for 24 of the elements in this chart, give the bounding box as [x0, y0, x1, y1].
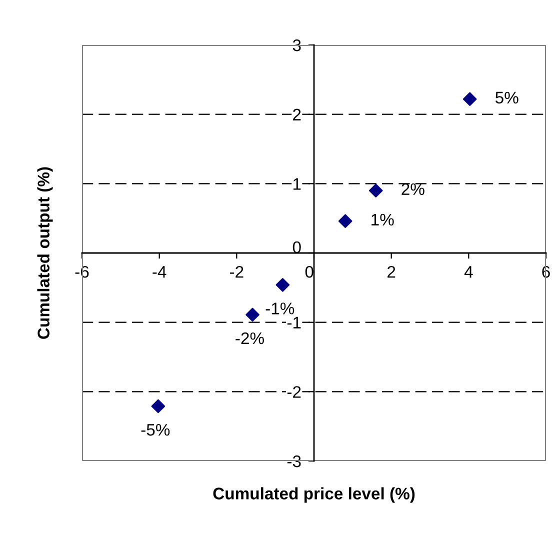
point: [462, 92, 477, 106]
x-tick-label: -2: [230, 266, 244, 278]
point: [246, 308, 260, 322]
annotation: 5%: [495, 92, 518, 104]
point: [151, 399, 166, 414]
x-tick-label: 2: [388, 266, 396, 278]
point: [338, 214, 352, 228]
y-tick-label: 1: [294, 178, 301, 190]
point: [276, 278, 290, 292]
x-tick-label: 0: [305, 266, 314, 278]
annotation: 1%: [372, 214, 394, 226]
annotation: -1%: [266, 302, 294, 314]
annotation: 2%: [402, 183, 424, 196]
y-tick-label: 2: [293, 108, 301, 120]
y-tick-label: -2: [287, 386, 301, 398]
annotation: -5%: [141, 424, 170, 436]
x-axis-title: Cumulated price level (%): [213, 487, 415, 503]
y-axis-title: Cumulated output (%): [37, 167, 53, 339]
point: [368, 184, 383, 198]
y-tick-label: 0: [292, 241, 301, 254]
x-tick-label: -4: [152, 266, 166, 278]
annotation: -2%: [236, 332, 264, 344]
x-tick-label: 4: [464, 266, 473, 278]
y-tick-label: -1: [287, 316, 301, 328]
